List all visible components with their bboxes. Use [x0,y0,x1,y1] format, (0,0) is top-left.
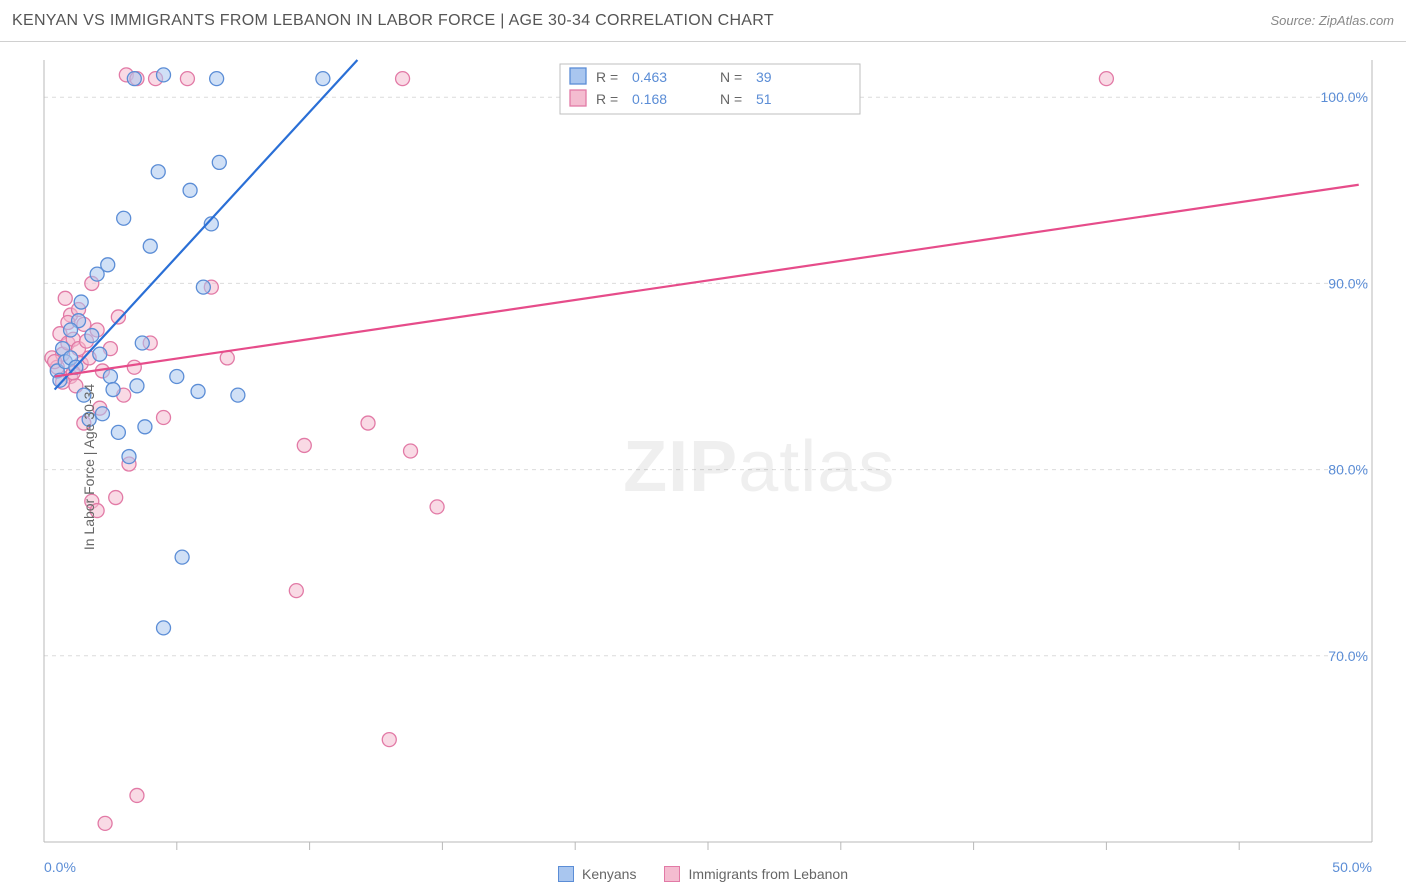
lebanon-point [1099,72,1113,86]
stats-swatch [570,90,586,106]
y-tick-label: 80.0% [1328,462,1368,478]
legend-swatch [558,866,574,882]
kenyans-point [111,425,125,439]
kenyans-point [106,383,120,397]
kenyans-point [64,323,78,337]
stats-r-label: R = [596,91,618,107]
kenyans-point [175,550,189,564]
legend: Kenyans Immigrants from Lebanon [0,866,1406,882]
legend-swatch [664,866,680,882]
lebanon-point [111,310,125,324]
stats-r-value: 0.168 [632,91,667,107]
lebanon-point [382,733,396,747]
kenyans-point [85,329,99,343]
legend-item: Kenyans [558,866,636,882]
plot-container: In Labor Force | Age 30-34 70.0%80.0%90.… [0,42,1406,892]
kenyans-point [212,155,226,169]
kenyans-point [138,420,152,434]
kenyans-point [170,370,184,384]
lebanon-point [98,816,112,830]
lebanon-point [130,788,144,802]
lebanon-point [289,584,303,598]
kenyans-trend-line [55,60,358,390]
kenyans-point [95,407,109,421]
stats-r-value: 0.463 [632,69,667,85]
lebanon-point [396,72,410,86]
kenyans-point [101,258,115,272]
stats-n-label: N = [720,91,742,107]
kenyans-point [93,347,107,361]
lebanon-point [297,438,311,452]
lebanon-point [180,72,194,86]
source-label: Source: ZipAtlas.com [1270,13,1394,28]
title-bar: KENYAN VS IMMIGRANTS FROM LEBANON IN LAB… [0,0,1406,42]
kenyans-point [191,384,205,398]
chart-title: KENYAN VS IMMIGRANTS FROM LEBANON IN LAB… [12,12,774,30]
kenyans-point [103,370,117,384]
kenyans-point [135,336,149,350]
y-axis-label: In Labor Force | Age 30-34 [81,384,97,550]
kenyans-point [130,379,144,393]
legend-label: Immigrants from Lebanon [688,866,848,882]
lebanon-point [109,491,123,505]
stats-n-value: 51 [756,91,772,107]
lebanon-point [361,416,375,430]
stats-n-label: N = [720,69,742,85]
kenyans-point [74,295,88,309]
kenyans-point [231,388,245,402]
stats-r-label: R = [596,69,618,85]
stats-swatch [570,68,586,84]
lebanon-point [127,360,141,374]
lebanon-point [220,351,234,365]
kenyans-point [183,183,197,197]
scatter-plot: 70.0%80.0%90.0%100.0%0.0%50.0%R =0.463N … [0,42,1406,892]
kenyans-point [196,280,210,294]
y-tick-label: 100.0% [1321,89,1368,105]
legend-label: Kenyans [582,866,636,882]
lebanon-trend-line [55,185,1359,377]
lebanon-point [404,444,418,458]
kenyans-point [143,239,157,253]
y-tick-label: 70.0% [1328,648,1368,664]
kenyans-point [151,165,165,179]
kenyans-point [210,72,224,86]
kenyans-point [157,621,171,635]
kenyans-point [316,72,330,86]
stats-n-value: 39 [756,69,772,85]
lebanon-point [58,291,72,305]
lebanon-point [430,500,444,514]
y-tick-label: 90.0% [1328,275,1368,291]
kenyans-point [117,211,131,225]
legend-item: Immigrants from Lebanon [664,866,848,882]
lebanon-point [157,410,171,424]
kenyans-point [157,68,171,82]
kenyans-point [127,72,141,86]
kenyans-point [122,450,136,464]
